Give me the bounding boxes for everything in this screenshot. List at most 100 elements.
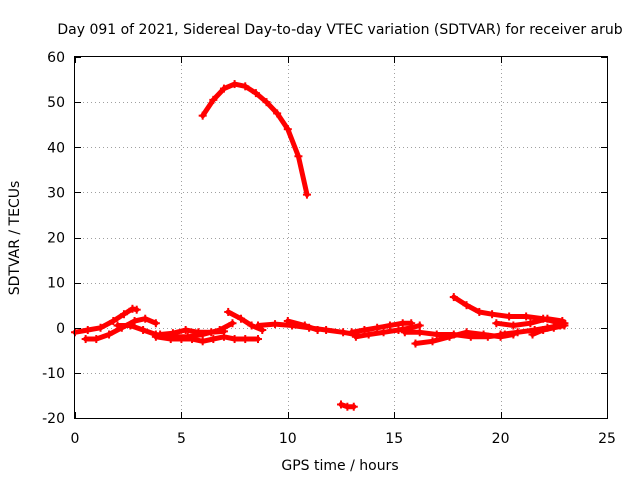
data-point (360, 326, 369, 335)
data-point (539, 326, 548, 335)
data-point (283, 316, 292, 325)
data-point (300, 321, 309, 330)
data-point (236, 314, 245, 323)
data-point (188, 335, 197, 344)
data-point (139, 326, 148, 335)
data-point (513, 328, 522, 337)
data-point (113, 321, 122, 330)
data-point (449, 293, 458, 302)
y-tick-label: 20 (47, 231, 65, 247)
data-point (528, 330, 537, 339)
data-point (273, 109, 282, 118)
data-point (228, 319, 237, 328)
data-point (505, 312, 514, 321)
data-point (194, 328, 203, 337)
axis-ticks (75, 57, 608, 419)
data-point (543, 314, 552, 323)
data-point (432, 330, 441, 339)
x-tick-label: 5 (177, 431, 186, 447)
data-point (230, 335, 239, 344)
data-point (415, 328, 424, 337)
data-point (262, 98, 271, 107)
data-point (168, 329, 177, 338)
plot-frame (74, 56, 608, 419)
data-point (445, 332, 454, 341)
data-point (130, 316, 139, 325)
y-tick-label: 60 (47, 50, 65, 66)
data-point (400, 328, 409, 337)
data-point (109, 316, 118, 325)
y-tick-label: -20 (42, 411, 65, 427)
data-point (96, 323, 105, 332)
y-tick-label: 0 (56, 321, 65, 337)
grid (75, 57, 607, 418)
data-point (313, 326, 322, 335)
data-point (496, 330, 505, 339)
y-tick-label: 40 (47, 140, 65, 156)
x-tick-label: 10 (279, 431, 297, 447)
data-point (549, 323, 558, 332)
x-tick-label: 20 (492, 431, 510, 447)
data-point (294, 152, 303, 161)
data-point (241, 82, 250, 91)
data-point (92, 335, 101, 344)
data-point (271, 320, 280, 329)
x-tick-label: 25 (598, 431, 616, 447)
data-point (141, 314, 150, 323)
data-point (241, 335, 250, 344)
data-point (398, 319, 407, 328)
data-point (181, 326, 190, 335)
data-point (198, 337, 207, 346)
data-point (209, 95, 218, 104)
data-point (385, 321, 394, 330)
data-point (230, 80, 239, 89)
data-point (492, 319, 501, 328)
data-point (462, 301, 471, 310)
data-point (119, 310, 128, 319)
data-point (415, 321, 424, 330)
data-point (462, 328, 471, 337)
data-point (526, 319, 535, 328)
x-axis-label: GPS time / hours (281, 458, 398, 474)
data-point (198, 111, 207, 120)
data-point (349, 402, 358, 411)
data-point (283, 125, 292, 134)
y-tick-label: 30 (47, 185, 65, 201)
data-point (428, 337, 437, 346)
data-point (560, 321, 569, 330)
data-point (351, 332, 360, 341)
data-point (219, 327, 228, 336)
data-point (105, 330, 114, 339)
x-tick-label: 0 (71, 431, 80, 447)
series-arc-18 (530, 323, 567, 337)
data-point (83, 326, 92, 335)
data-point (522, 312, 531, 321)
data-point (209, 335, 218, 344)
data-point (394, 326, 403, 335)
y-tick-label: 50 (47, 95, 65, 111)
data-point (151, 319, 160, 328)
data-point (509, 321, 518, 330)
data-point (251, 89, 260, 98)
data-point (81, 335, 90, 344)
data-point (126, 321, 135, 330)
data-point (488, 310, 497, 319)
data-point (373, 323, 382, 332)
data-point (411, 339, 420, 348)
data-point (166, 335, 175, 344)
data-point (254, 321, 263, 330)
data-point (479, 330, 488, 339)
data-point (339, 328, 348, 337)
data-point (156, 330, 165, 339)
data-point (337, 400, 345, 409)
data-point (322, 326, 331, 335)
y-tick-labels: -20 -10 0 10 20 30 40 50 60 (42, 50, 65, 427)
data-point (254, 335, 263, 344)
data-point (132, 305, 141, 314)
data-point (379, 328, 388, 337)
data-point (224, 307, 233, 316)
x-tick-label: 15 (385, 431, 403, 447)
y-axis-label: SDTVAR / TECUs (7, 181, 23, 296)
